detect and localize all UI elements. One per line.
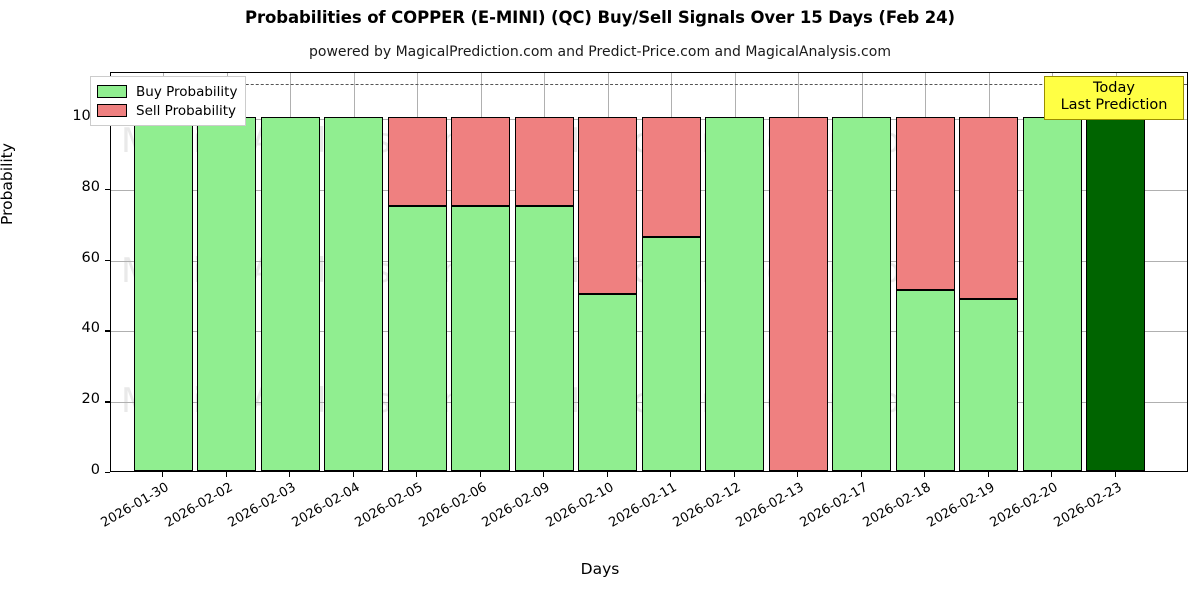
x-tick-mark: [670, 472, 672, 477]
bar-segment-sell: [387, 117, 447, 206]
bar-2026-02-04[interactable]: [324, 73, 383, 471]
bar-2026-02-09[interactable]: [514, 73, 574, 471]
bar-2026-02-12[interactable]: [705, 73, 764, 471]
bar-2026-01-30[interactable]: [133, 73, 193, 471]
bar-segment-buy: [387, 205, 447, 471]
bar-segment-sell: [641, 117, 701, 238]
legend-swatch-sell-icon: [97, 104, 127, 117]
bar-segment-buy: [324, 117, 383, 471]
bar-segment-sell: [451, 117, 510, 206]
bar-2026-02-13[interactable]: [768, 73, 828, 471]
plot-area: MagicalAnalysis.comMagicalPrediction.com…: [110, 72, 1188, 472]
bar-segment-buy: [959, 299, 1018, 471]
bar-segment-sell: [578, 117, 637, 295]
legend-item-buy[interactable]: Buy Probability: [97, 82, 237, 101]
x-tick-mark: [733, 472, 735, 477]
legend-item-sell[interactable]: Sell Probability: [97, 101, 237, 120]
legend-swatch-buy-icon: [97, 85, 127, 98]
x-tick-mark: [1114, 472, 1116, 477]
bar-segment-buy: [133, 117, 193, 471]
x-tick-mark: [543, 472, 545, 477]
y-tick-label: 0: [90, 462, 100, 478]
legend: Buy Probability Sell Probability: [90, 76, 247, 126]
bar-segment-sell: [514, 117, 574, 206]
y-tick-mark: [105, 401, 110, 403]
bar-segment-buy: [197, 117, 256, 471]
bar-segment-sell: [895, 117, 955, 291]
bar-2026-02-18[interactable]: [895, 73, 955, 471]
x-tick-mark: [289, 472, 291, 477]
bar-segment-today: [1086, 117, 1145, 471]
bar-2026-02-10[interactable]: [578, 73, 637, 471]
bar-2026-02-05[interactable]: [387, 73, 447, 471]
bar-2026-02-11[interactable]: [641, 73, 701, 471]
y-tick-mark: [105, 472, 110, 474]
x-tick-mark: [479, 472, 481, 477]
x-axis-label: Days: [580, 560, 620, 578]
bar-segment-buy: [895, 290, 955, 471]
x-tick-mark: [860, 472, 862, 477]
bar-segment-buy: [578, 294, 637, 471]
x-tick-mark: [225, 472, 227, 477]
bar-segment-buy: [832, 117, 891, 471]
bar-segment-buy: [1022, 117, 1082, 471]
y-tick-label: 20: [81, 391, 100, 408]
today-callout-line1: Today: [1093, 80, 1135, 96]
today-callout-line2: Last Prediction: [1060, 97, 1168, 114]
bar-segment-buy: [260, 117, 320, 471]
y-tick-label: 60: [81, 249, 100, 266]
bar-segment-sell: [959, 117, 1018, 300]
x-tick-mark: [987, 472, 989, 477]
y-tick-mark: [105, 188, 110, 191]
bar-segment-sell: [768, 117, 828, 471]
y-tick-label: 40: [81, 320, 100, 337]
x-tick-mark: [416, 472, 418, 477]
bar-segment-buy: [641, 237, 701, 471]
x-tick-mark: [352, 472, 354, 477]
y-axis-label: Probability: [0, 143, 16, 225]
x-tick-mark: [1051, 472, 1053, 477]
y-tick-mark: [105, 259, 110, 261]
bar-segment-buy: [451, 205, 510, 471]
bar-2026-02-02[interactable]: [197, 73, 256, 471]
chart-subtitle: powered by MagicalPrediction.com and Pre…: [309, 44, 891, 60]
bar-layer: [111, 73, 1187, 471]
x-tick-mark: [606, 472, 608, 477]
bar-2026-02-19[interactable]: [959, 73, 1018, 471]
legend-label-sell: Sell Probability: [136, 102, 237, 119]
bar-2026-02-06[interactable]: [451, 73, 510, 471]
y-tick-mark: [105, 330, 110, 332]
bar-segment-buy: [514, 205, 574, 471]
bar-2026-02-20[interactable]: [1022, 73, 1082, 471]
y-tick-label: 80: [81, 178, 100, 195]
bar-segment-buy: [705, 117, 764, 471]
bar-2026-02-03[interactable]: [260, 73, 320, 471]
bar-2026-02-23[interactable]: [1086, 73, 1145, 471]
x-tick-mark: [797, 472, 799, 477]
page-title: Probabilities of COPPER (E-MINI) (QC) Bu…: [245, 8, 955, 27]
bar-2026-02-17[interactable]: [832, 73, 891, 471]
x-tick-mark: [162, 472, 164, 477]
legend-label-buy: Buy Probability: [136, 83, 238, 100]
x-tick-mark: [924, 472, 926, 477]
today-last-prediction-callout: Today Last Prediction: [1044, 76, 1184, 121]
